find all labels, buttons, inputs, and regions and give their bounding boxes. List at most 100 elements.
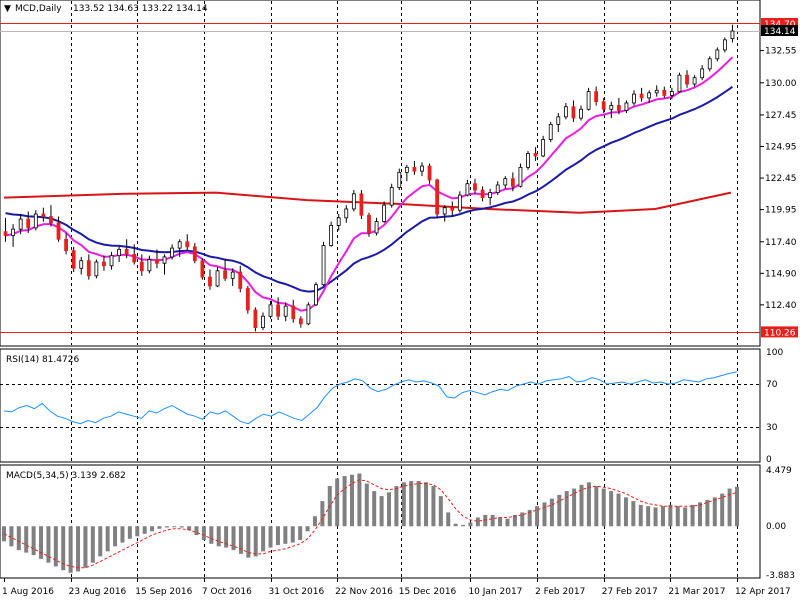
candle-body xyxy=(33,213,38,229)
candle xyxy=(11,224,15,247)
macd-histogram-bar xyxy=(68,526,73,573)
candle xyxy=(351,190,356,212)
macd-histogram-bar xyxy=(76,526,81,572)
candle-body xyxy=(215,270,220,287)
candle-body xyxy=(609,105,614,110)
macd-histogram-bar xyxy=(512,514,517,527)
rsi-panel: RSI(14) 81.4726 100 70 30 0 xyxy=(0,348,783,465)
macd-tick-label: 0.00 xyxy=(766,522,786,532)
macd-histogram-bar xyxy=(46,526,51,563)
macd-histogram-bar xyxy=(468,522,473,527)
candle-body xyxy=(556,116,561,125)
macd-histogram-bar xyxy=(387,492,392,527)
rsi-grid xyxy=(0,350,760,461)
candle xyxy=(389,183,394,208)
candle xyxy=(162,254,167,275)
candle xyxy=(336,214,341,231)
candle-body xyxy=(64,238,68,252)
candle xyxy=(465,179,470,197)
candle xyxy=(730,24,735,43)
candle-body xyxy=(238,271,243,289)
candle xyxy=(329,221,334,247)
macd-histogram-bar xyxy=(53,526,58,567)
candle-body xyxy=(283,305,288,317)
macd-histogram-bar xyxy=(268,526,273,548)
candle xyxy=(480,186,485,202)
candle-body xyxy=(230,271,235,279)
macd-histogram-bar xyxy=(609,491,614,527)
price-tag: 134.70 xyxy=(761,17,798,30)
price-tick-label: 130.00 xyxy=(765,79,797,89)
macd-histogram-bar xyxy=(705,499,710,527)
macd-histogram-bar xyxy=(453,523,458,527)
candle-body xyxy=(94,261,99,277)
macd-histogram-bar xyxy=(61,526,66,571)
candle xyxy=(268,301,273,319)
macd-histogram-bar xyxy=(446,512,451,527)
candle xyxy=(79,256,84,275)
macd-histogram-bar xyxy=(697,502,702,527)
candle-body xyxy=(11,228,15,236)
candle xyxy=(71,246,76,273)
macd-histogram-bar xyxy=(31,526,36,556)
candle-body xyxy=(367,214,371,234)
macd-signal-line xyxy=(3,479,738,569)
macd-histogram-bar xyxy=(164,526,169,528)
macd-histogram-bar xyxy=(535,506,540,527)
macd-histogram-bar xyxy=(39,526,44,559)
candle xyxy=(359,190,364,220)
macd-histogram-bar xyxy=(187,526,192,531)
macd-histogram-bar xyxy=(409,481,414,527)
rsi-axis: 100 70 30 0 xyxy=(766,348,783,465)
price-tick-label: 112.40 xyxy=(765,301,797,311)
candle xyxy=(245,285,250,314)
macd-histogram-bar xyxy=(357,473,362,527)
candle-body xyxy=(495,184,500,193)
candle-body xyxy=(488,192,493,199)
price-tick-label: 114.90 xyxy=(765,269,797,279)
macd-histogram-bar xyxy=(305,526,310,532)
macd-histogram-bar xyxy=(209,526,214,544)
macd-histogram-bar xyxy=(135,526,140,537)
price-tag-label: 134.14 xyxy=(764,27,796,37)
macd-histogram-bar xyxy=(16,526,21,551)
candle-body xyxy=(374,221,379,234)
candle xyxy=(253,307,258,332)
rsi-panel-frame xyxy=(0,348,761,463)
macd-histogram-bar xyxy=(24,526,29,553)
macd-histogram-bar xyxy=(564,491,569,527)
candle xyxy=(64,232,68,255)
candle-body xyxy=(298,318,303,325)
candle xyxy=(632,90,636,106)
candle-body xyxy=(669,91,674,96)
macd-histogram-bar xyxy=(349,474,354,527)
rsi-tick-label: 0 xyxy=(766,455,772,465)
macd-histogram-bar xyxy=(283,526,288,544)
price-tick-label: 117.40 xyxy=(765,238,797,248)
candle-body xyxy=(685,74,689,85)
candle xyxy=(700,65,705,81)
macd-histogram-bar xyxy=(549,498,554,527)
candle xyxy=(49,205,53,227)
macd-histogram-bar xyxy=(224,526,229,548)
macd-histogram-bar xyxy=(586,482,591,527)
macd-histogram-bar xyxy=(364,483,369,527)
price-tag-background xyxy=(761,17,798,29)
candle xyxy=(669,87,674,100)
candle xyxy=(654,85,659,97)
candle-body xyxy=(707,58,712,70)
candle-body xyxy=(389,187,394,206)
macd-histogram-bar xyxy=(401,482,406,527)
candle-body xyxy=(245,288,250,311)
candle xyxy=(594,86,599,106)
macd-histogram-bar xyxy=(246,526,251,558)
macd-histogram-bar xyxy=(646,506,651,527)
macd-histogram-bar xyxy=(312,516,317,527)
macd-histogram-bar xyxy=(572,488,577,527)
collapse-triangle-icon[interactable]: ▼ xyxy=(4,4,11,14)
candle-body xyxy=(49,216,53,224)
candle xyxy=(692,75,697,87)
price-panel-frame xyxy=(0,0,761,347)
